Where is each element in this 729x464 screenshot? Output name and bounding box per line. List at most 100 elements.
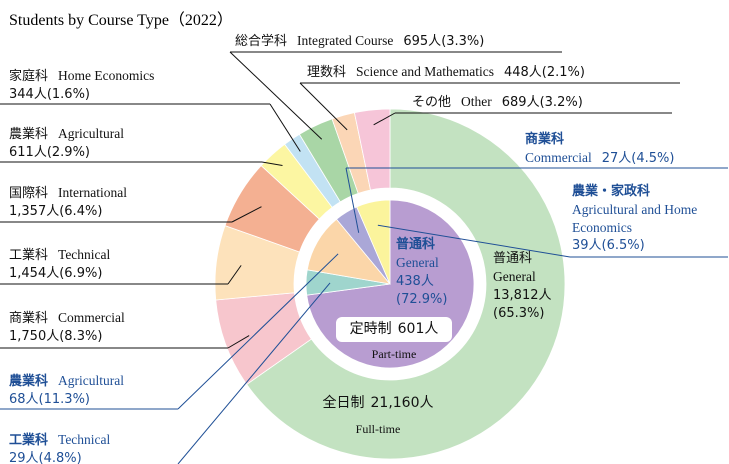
label-cnt: 695人: [403, 34, 442, 49]
label-ja: 理数科: [307, 65, 347, 80]
label-pct: (65.3%): [493, 306, 545, 321]
label-line: 工業科 Technical: [9, 246, 120, 265]
leader-line: [227, 335, 250, 349]
label-line: Agricultural and Home Economics: [572, 201, 712, 237]
label-ja: その他: [412, 95, 452, 110]
total-name-en: Full-time: [355, 422, 401, 436]
label-cnt: 27人: [601, 151, 632, 166]
label-cnt: 39人: [572, 238, 602, 253]
label-pct: (1.6%): [46, 87, 90, 102]
label-pct: (2.1%): [541, 65, 585, 80]
label-cnt: 68人: [9, 392, 39, 407]
label-enw: Agricultural and Home Economics: [572, 202, 698, 235]
label-cnt: 13,812人: [493, 288, 552, 303]
total-line: 全日制 21,160人: [298, 394, 458, 412]
slice-label: 農業科 Agricultural 68人(11.3%): [9, 372, 134, 409]
slice-label: 農業・家政科 Agricultural and Home Economics 39人…: [572, 183, 712, 255]
label-ja: 工業科: [9, 248, 49, 263]
leader-line: [177, 253, 339, 410]
label-cnt: 1,750人: [9, 329, 60, 344]
label-pct: (4.8%): [38, 451, 82, 464]
label-line: 1,454人(6.9%): [9, 265, 120, 283]
total-label: 定時制 601人: [314, 320, 474, 338]
label-pct: (6.5%): [601, 238, 645, 253]
label-en: Technical: [58, 247, 111, 262]
total-line: 定時制 601人: [314, 320, 474, 338]
label-en: Home Economics: [58, 68, 155, 83]
slice-label: その他 Other 689人(3.2%): [412, 93, 583, 112]
label-en: Commercial: [58, 310, 125, 325]
leader-line: [373, 112, 396, 126]
slice-label: 国際科 International 1,357人(6.4%): [9, 184, 137, 221]
label-en: Technical: [58, 432, 111, 447]
label-cnt: 344人: [9, 87, 47, 102]
label-line: 商業科: [525, 131, 674, 149]
label-ja: 国際科: [9, 186, 49, 201]
label-line: 1,750人(8.3%): [9, 328, 135, 346]
label-en: Integrated Course: [297, 33, 394, 48]
label-line: 農業・家政科: [572, 183, 712, 201]
label-line: (65.3%): [493, 305, 552, 323]
label-cnt: 689人: [501, 95, 540, 110]
slice-label: 普通科 General 13,812人 (65.3%): [493, 250, 552, 323]
label-ja: 総合学科: [235, 34, 288, 49]
leader-line: [377, 224, 571, 258]
total-name-en: Part-time: [371, 347, 417, 361]
label-cnt: 448人: [503, 65, 542, 80]
wedge: [246, 108, 566, 460]
label-en: Commercial: [525, 150, 592, 165]
label-ja: 農業科: [9, 127, 49, 142]
label-line: その他 Other 689人(3.2%): [412, 93, 583, 112]
total-name: 定時制: [349, 321, 392, 337]
label-line: Commercial 27人(4.5%): [525, 149, 674, 168]
label-ja: 家庭科: [9, 69, 49, 84]
label-pct: (3.3%): [441, 34, 485, 49]
label-line: 農業科 Agricultural: [9, 125, 134, 144]
label-line: 総合学科 Integrated Course 695人(3.3%): [235, 32, 484, 51]
label-en: Science and Mathematics: [356, 64, 494, 79]
total-box: [336, 317, 452, 342]
label-line: 13,812人: [493, 287, 552, 305]
label-line: 普通科: [396, 236, 447, 254]
label-ja: 農業科: [9, 374, 49, 389]
label-pct: (8.3%): [59, 329, 103, 344]
leader-line: [227, 265, 242, 285]
leader-line: [299, 82, 348, 131]
label-line: (72.9%): [396, 291, 447, 309]
leader-line: [177, 282, 331, 464]
label-cnt: 611人: [9, 145, 47, 160]
label-pct: (2.9%): [46, 145, 90, 160]
label-line: 344人(1.6%): [9, 86, 164, 104]
label-line: 39人(6.5%): [572, 237, 712, 255]
label-en: Other: [461, 94, 492, 109]
slice-label: 総合学科 Integrated Course 695人(3.3%): [235, 32, 484, 51]
label-en: Agricultural: [58, 373, 124, 388]
label-ja: 商業科: [525, 132, 565, 147]
slice-label: 商業科 Commercial 1,750人(8.3%): [9, 309, 135, 346]
label-ja: 農業・家政科: [572, 184, 651, 199]
total-value: 601人: [397, 321, 439, 337]
wedge: [356, 199, 391, 285]
chart-title: Students by Course Type（2022）: [9, 12, 233, 29]
label-line: 68人(11.3%): [9, 391, 134, 409]
label-ja: 商業科: [9, 311, 49, 326]
leader-line: [345, 167, 360, 233]
label-pct: (4.5%): [631, 151, 675, 166]
wedge: [353, 108, 391, 191]
label-ja: 普通科: [396, 237, 436, 252]
label-en: International: [58, 185, 127, 200]
label-ja: 工業科: [9, 433, 49, 448]
slice-label: 商業科 Commercial 27人(4.5%): [525, 131, 674, 168]
total-label: 全日制 21,160人: [298, 394, 458, 412]
label-line: 1,357人(6.4%): [9, 203, 137, 221]
label-pct: (11.3%): [38, 392, 90, 407]
leader-line: [269, 103, 301, 152]
label-line: 611人(2.9%): [9, 144, 134, 162]
label-pct: (72.9%): [396, 292, 448, 307]
label-cnt: 1,357人: [9, 204, 60, 219]
slice-label: 理数科 Science and Mathematics 448人(2.1%): [307, 63, 585, 82]
label-line: General: [396, 254, 447, 273]
label-ja: 普通科: [493, 251, 533, 266]
label-line: 家庭科 Home Economics: [9, 67, 164, 86]
